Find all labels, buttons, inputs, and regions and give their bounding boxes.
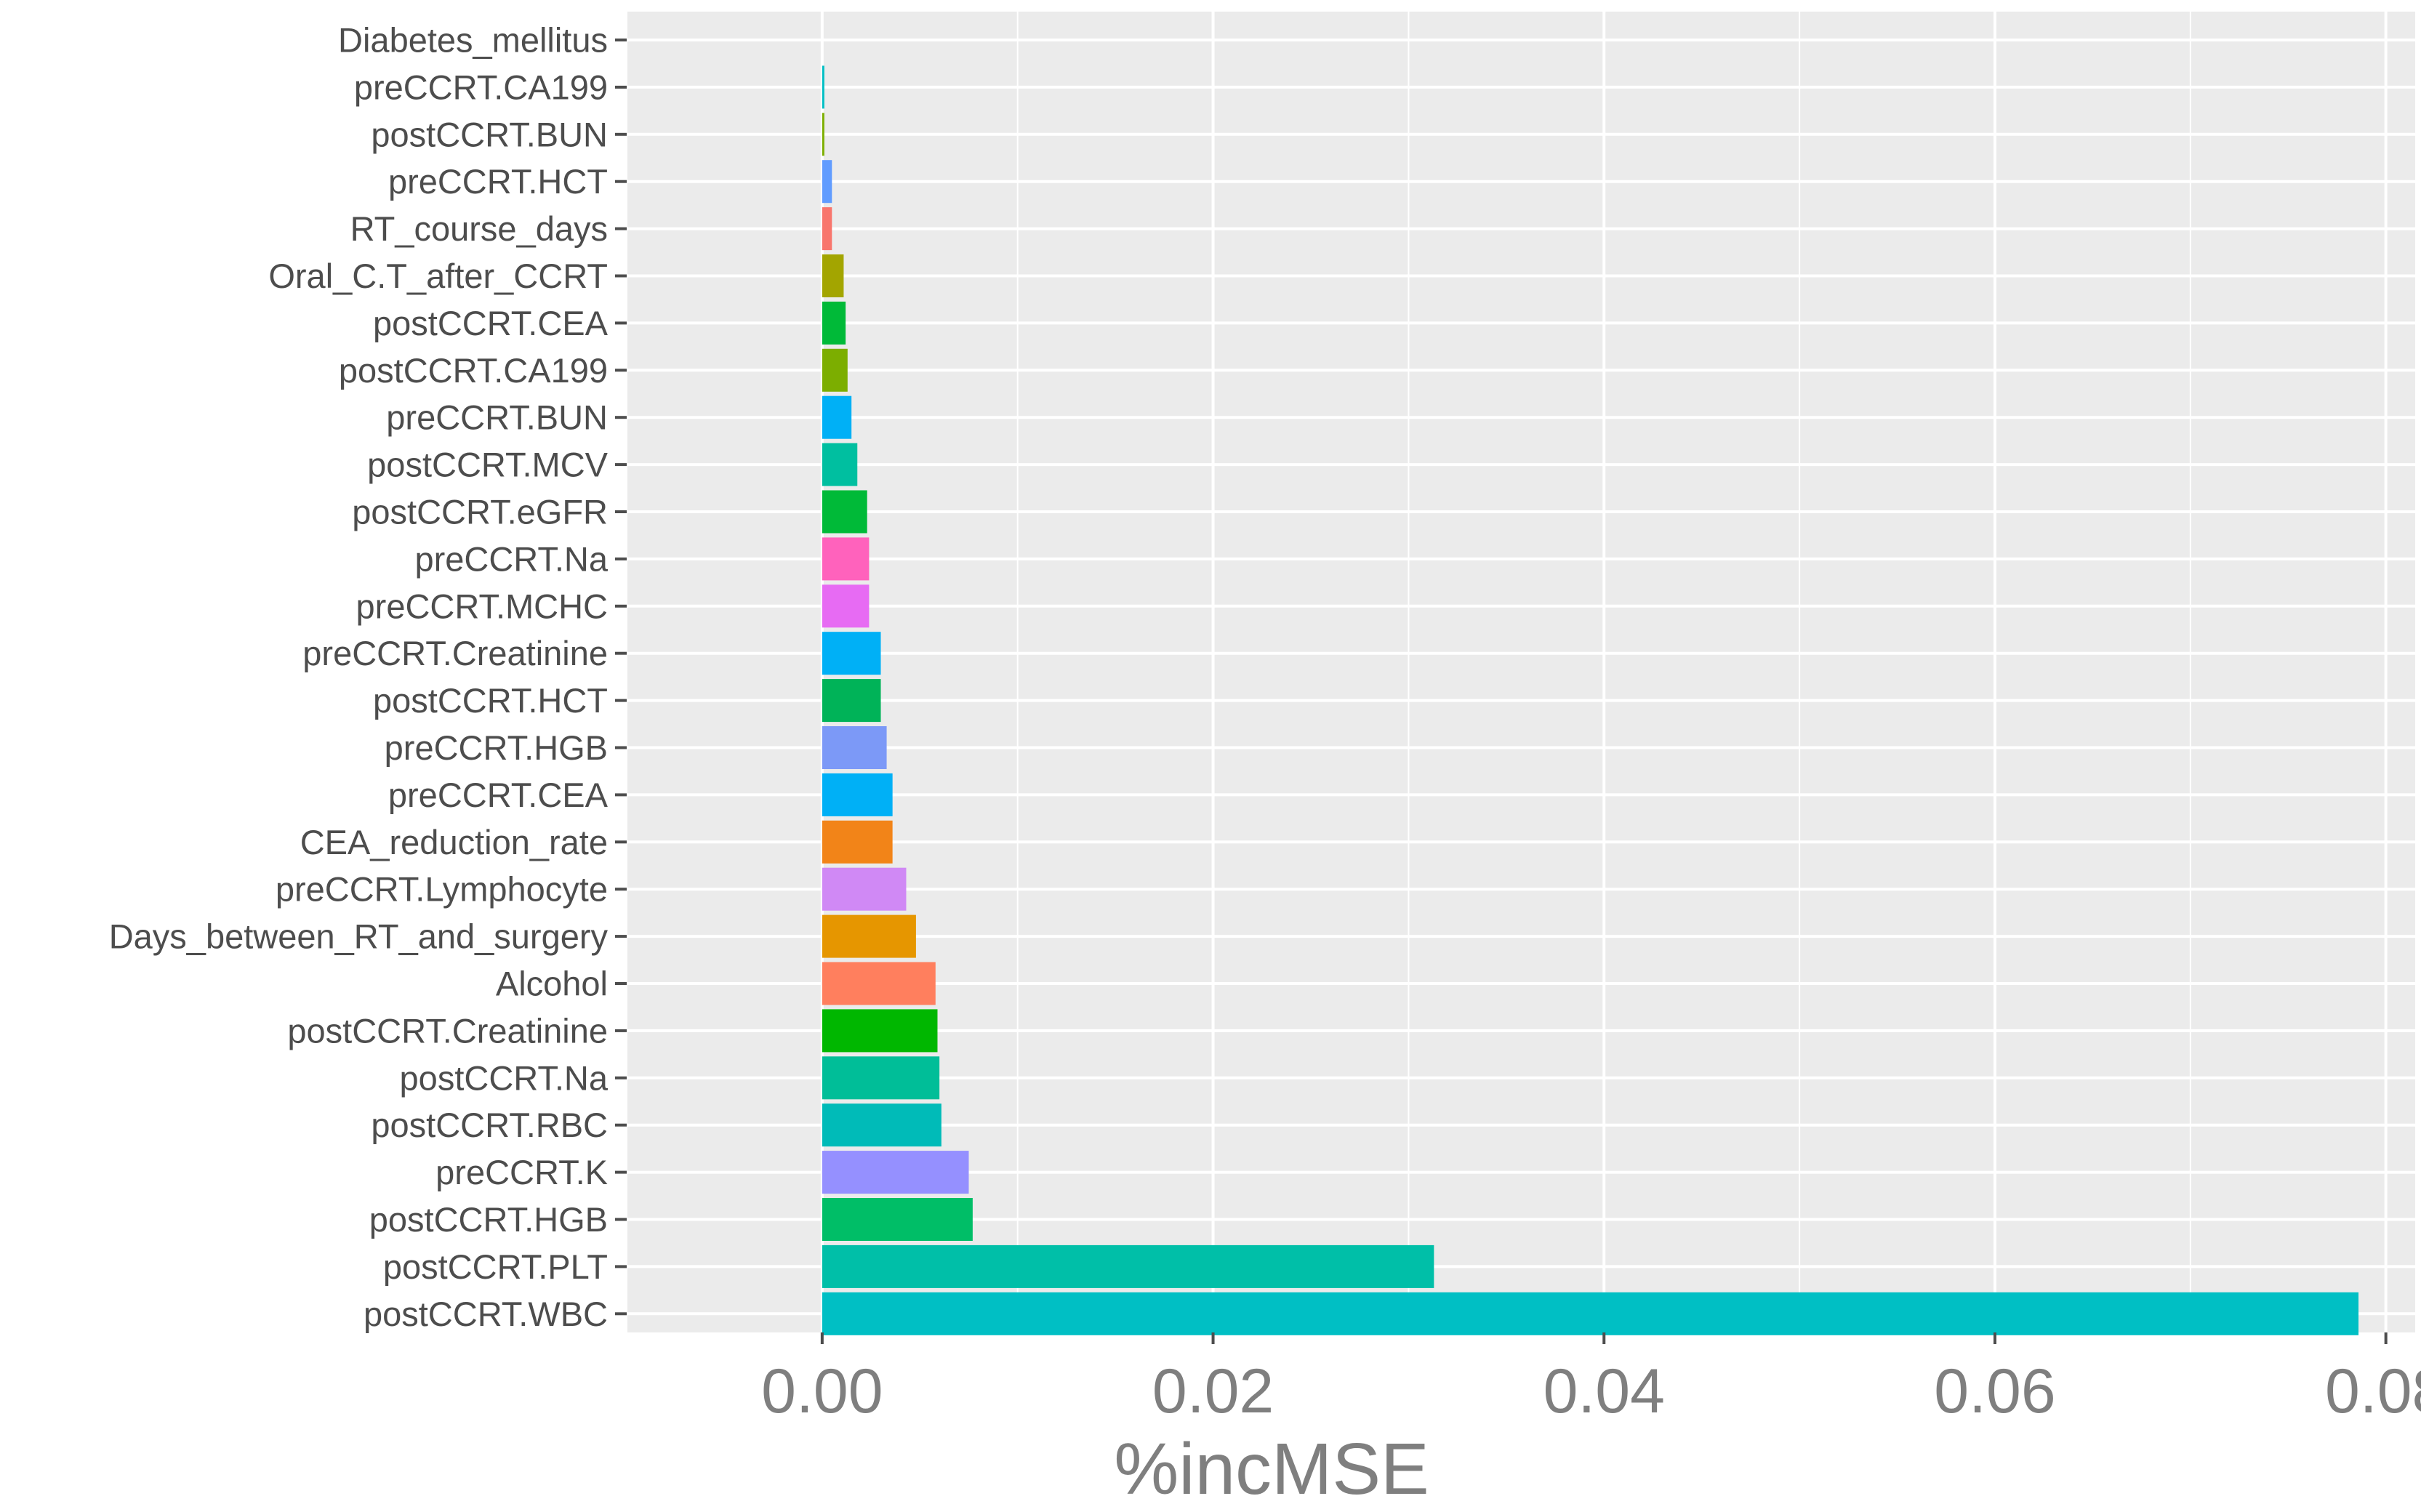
y-tick-label: postCCRT.Na xyxy=(400,1058,609,1097)
bar-postccrt-bun xyxy=(822,113,824,156)
y-tick-label: preCCRT.Creatinine xyxy=(302,634,608,672)
bar-preccrt-k xyxy=(822,1151,969,1194)
bar-postccrt-plt xyxy=(822,1244,1434,1288)
y-axis: Diabetes_mellitus preCCRT.CA199 postCCRT.B… xyxy=(109,21,627,1333)
bar-postccrt-cea xyxy=(822,301,846,345)
y-tick-label: preCCRT.CEA xyxy=(388,776,609,814)
bar-postccrt-na xyxy=(822,1056,940,1100)
y-tick-label: preCCRT.BUN xyxy=(386,398,608,437)
y-tick-label: postCCRT.HGB xyxy=(369,1200,608,1239)
y-tick-label: Alcohol xyxy=(496,965,608,1003)
y-tick-label: postCCRT.eGFR xyxy=(352,493,608,531)
bar-alcohol xyxy=(822,962,936,1005)
bar-postccrt-mcv xyxy=(822,443,858,486)
y-tick-label: preCCRT.MCHC xyxy=(356,587,608,625)
bar-preccrt-hgb xyxy=(822,726,887,769)
bar-oral-c-t-after-ccrt xyxy=(822,254,844,297)
x-axis-title: %incMSE xyxy=(1114,1428,1429,1508)
bar-postccrt-wbc xyxy=(822,1292,2359,1335)
bar-preccrt-creatinine xyxy=(822,632,881,675)
bar-preccrt-hct xyxy=(822,160,832,204)
bar-preccrt-bun xyxy=(822,395,852,439)
y-tick-label: postCCRT.CA199 xyxy=(339,351,608,390)
y-tick-label: postCCRT.PLT xyxy=(383,1247,608,1286)
bar-postccrt-egfr xyxy=(822,490,867,534)
y-tick-label: preCCRT.K xyxy=(435,1153,608,1191)
y-tick-label: preCCRT.Na xyxy=(414,539,608,578)
bar-preccrt-cea xyxy=(822,773,893,816)
x-tick-label: 0.04 xyxy=(1543,1356,1665,1426)
y-tick-label: postCCRT.MCV xyxy=(367,446,608,484)
y-tick-label: preCCRT.HGB xyxy=(385,728,608,767)
bar-preccrt-lymphocyte xyxy=(822,867,907,911)
bar-postccrt-hgb xyxy=(822,1198,973,1241)
bar-preccrt-na xyxy=(822,537,870,581)
y-tick-label: RT_course_days xyxy=(350,209,608,248)
bar-preccrt-mchc xyxy=(822,584,870,628)
y-tick-label: CEA_reduction_rate xyxy=(300,823,608,861)
y-tick-label: preCCRT.CA199 xyxy=(354,68,608,106)
x-tick-label: 0.02 xyxy=(1152,1356,1274,1426)
x-tick-label: 0.06 xyxy=(1934,1356,2055,1426)
bar-days-between-rt-and-surgery xyxy=(822,914,916,958)
y-tick-label: postCCRT.CEA xyxy=(373,304,609,342)
y-tick-label: Oral_C.T_after_CCRT xyxy=(268,257,608,295)
bar-postccrt-creatinine xyxy=(822,1009,938,1053)
y-tick-label: postCCRT.WBC xyxy=(364,1295,608,1333)
y-tick-label: postCCRT.HCT xyxy=(373,681,608,720)
y-tick-label: postCCRT.RBC xyxy=(371,1106,608,1144)
grid-lines xyxy=(626,12,2415,1332)
x-tick-label: 0.08 xyxy=(2325,1356,2421,1426)
bar-cea-reduction-rate xyxy=(822,820,893,864)
bar-rt-course-days xyxy=(822,207,832,251)
bar-postccrt-hct xyxy=(822,679,881,723)
x-tick-label: 0.00 xyxy=(761,1356,883,1426)
bar-postccrt-rbc xyxy=(822,1103,942,1147)
y-tick-label: postCCRT.BUN xyxy=(371,115,608,153)
x-axis: 0.00 0.02 0.04 0.06 0.08 xyxy=(761,1332,2421,1426)
y-tick-label: preCCRT.HCT xyxy=(388,162,608,201)
bar-postccrt-ca199 xyxy=(822,348,848,392)
bars xyxy=(822,65,2359,1335)
y-tick-label: Diabetes_mellitus xyxy=(338,21,608,60)
bar-preccrt-ca199 xyxy=(822,65,824,109)
y-tick-label: Days_between_RT_and_surgery xyxy=(109,917,609,956)
y-tick-label: preCCRT.Lymphocyte xyxy=(276,870,608,909)
y-tick-label: postCCRT.Creatinine xyxy=(287,1011,608,1050)
